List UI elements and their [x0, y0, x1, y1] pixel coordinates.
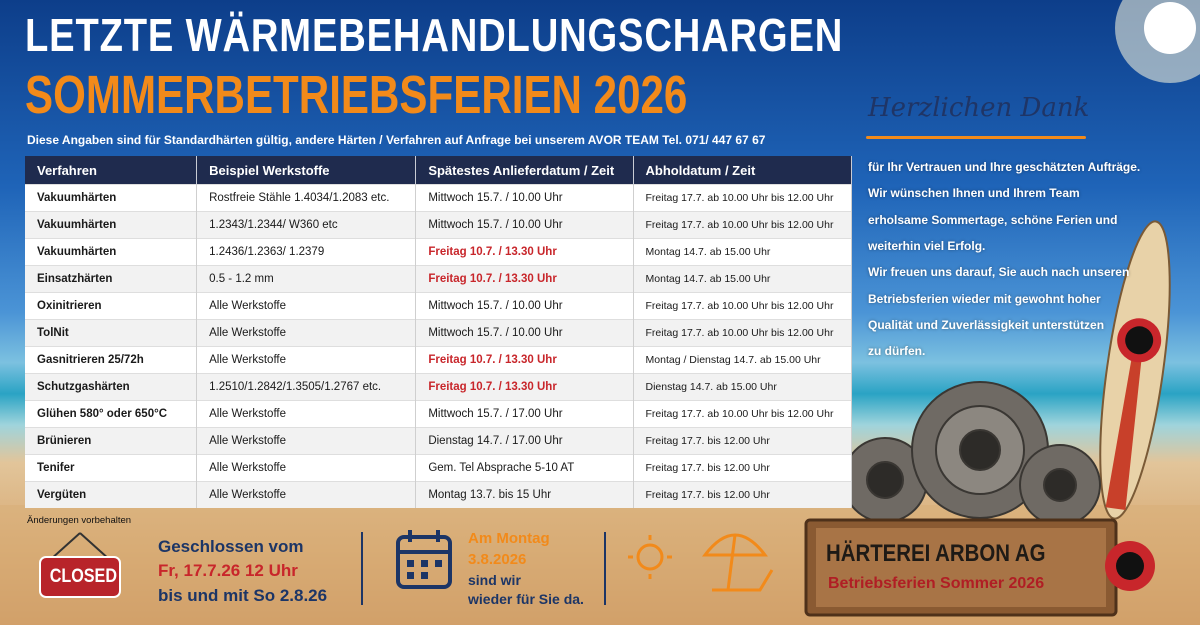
- cell: Montag 14.7. ab 15.00 Uhr: [633, 238, 853, 266]
- footer-note: Änderungen vorbehalten: [27, 515, 132, 526]
- cell-highlight: Freitag 10.7. / 13.30 Uhr: [415, 373, 634, 401]
- cell: Dienstag 14.7. ab 15.00 Uhr: [633, 373, 853, 401]
- cell: Alle Werkstoffe: [196, 292, 417, 320]
- cell: 1.2436/1.2363/ 1.2379: [196, 238, 417, 266]
- table-row: Glühen 580° oder 650°C Alle Werkstoffe Mit…: [25, 400, 853, 428]
- aside-line: für Ihr Vertrauen und Ihre geschätzten A…: [868, 160, 1141, 174]
- reopen-text: wieder für Sie da.: [468, 591, 584, 607]
- cell: Vakuumhärten: [25, 211, 198, 239]
- cell: Montag / Dienstag 14.7. ab 15.00 Uhr: [633, 346, 853, 374]
- cell-highlight: Freitag 10.7. / 13.30 Uhr: [415, 265, 634, 293]
- table-row: Oxinitrieren Alle Werkstoffe Mittwoch 15.7…: [25, 292, 853, 320]
- table-row: Vergüten Alle Werkstoffe Montag 13.7. bis …: [25, 481, 853, 508]
- cell: Freitag 17.7. ab 10.00 Uhr bis 12.00 Uhr: [633, 211, 853, 239]
- cell: Montag 14.7. ab 15.00 Uhr: [633, 265, 853, 293]
- thanks-title: Herzlichen Dank: [868, 93, 1090, 123]
- cell: TolNit: [25, 319, 198, 347]
- cell: Alle Werkstoffe: [196, 346, 417, 374]
- cell: 1.2343/1.2344/ W360 etc: [196, 211, 417, 239]
- cell: Mittwoch 15.7. / 10.00 Uhr: [415, 211, 634, 239]
- closed-from: Fr, 17.7.26 12 Uhr: [158, 561, 298, 580]
- cell: Alle Werkstoffe: [196, 454, 417, 482]
- cell: Mittwoch 15.7. / 10.00 Uhr: [415, 319, 634, 347]
- cell: Oxinitrieren: [25, 292, 198, 320]
- board-caption: Betriebsferien Sommer 2026: [828, 575, 1045, 592]
- table-row: Vakuumhärten 1.2343/1.2344/ W360 etc Mittw…: [25, 211, 853, 239]
- cell: Freitag 17.7. ab 10.00 Uhr bis 12.00 Uhr: [633, 319, 853, 347]
- cell-highlight: Freitag 10.7. / 13.30 Uhr: [415, 238, 634, 266]
- column-header: Verfahren: [25, 156, 198, 185]
- cell: 1.2510/1.2842/1.3505/1.2767 etc.: [196, 373, 417, 401]
- table-row: Gasnitrieren 25/72h Alle Werkstoffe Freita…: [25, 346, 853, 374]
- column-header: Spätestes Anlieferdatum / Zeit: [415, 156, 634, 185]
- reopen-date: 3.8.2026: [468, 551, 527, 568]
- cell: Schutzgashärten: [25, 373, 198, 401]
- cell: Vakuumhärten: [25, 238, 198, 266]
- cell: Alle Werkstoffe: [196, 319, 417, 347]
- cell: Alle Werkstoffe: [196, 427, 417, 455]
- cell: Freitag 17.7. bis 12.00 Uhr: [633, 454, 853, 482]
- reopen-text: sind wir: [468, 572, 521, 588]
- cell: Brünieren: [25, 427, 198, 455]
- aside-line: erholsame Sommertage, schöne Ferien und: [868, 212, 1118, 227]
- cell: Vergüten: [25, 481, 198, 508]
- cell: Freitag 17.7. ab 10.00 Uhr bis 12.00 Uhr: [633, 400, 853, 428]
- schedule-table: Verfahren Beispiel Werkstoffe Spätestes An…: [25, 156, 853, 508]
- company-name: HÄRTEREI ARBON AG: [826, 540, 1046, 567]
- cell: Einsatzhärten: [25, 265, 198, 293]
- cell: Freitag 17.7. ab 10.00 Uhr bis 12.00 Uhr: [633, 184, 853, 212]
- cell: Rostfreie Stähle 1.4034/1.2083 etc.: [196, 184, 417, 212]
- aside-line: weiterhin viel Erfolg.: [868, 238, 986, 253]
- table-row: TolNit Alle Werkstoffe Mittwoch 15.7. / 10…: [25, 319, 853, 347]
- closed-title: Geschlossen vom: [158, 537, 304, 556]
- subtitle: SOMMERBETRIEBSFERIEN 2026: [25, 65, 688, 125]
- cell: Gasnitrieren 25/72h: [25, 346, 198, 374]
- underline: [866, 136, 1086, 139]
- cell: Mittwoch 15.7. / 10.00 Uhr: [415, 184, 634, 212]
- table-row: Tenifer Alle Werkstoffe Gem. Tel Absprache…: [25, 454, 853, 482]
- aside-line: Wir freuen uns darauf, Sie auch nach uns…: [868, 265, 1130, 280]
- cell: Alle Werkstoffe: [196, 481, 417, 508]
- header-row: Verfahren Beispiel Werkstoffe Spätestes An…: [25, 156, 853, 185]
- cell: Dienstag 14.7. / 17.00 Uhr: [415, 427, 634, 455]
- table-row: Einsatzhärten 0.5 - 1.2 mm Freitag 10.7. /…: [25, 265, 853, 293]
- cell: 0.5 - 1.2 mm: [196, 265, 417, 293]
- table-row: Schutzgashärten 1.2510/1.2842/1.3505/1.27…: [25, 373, 853, 401]
- cell: Mittwoch 15.7. / 17.00 Uhr: [415, 400, 634, 428]
- cell: Tenifer: [25, 454, 198, 482]
- cell: Glühen 580° oder 650°C: [25, 400, 198, 428]
- cell: Freitag 17.7. bis 12.00 Uhr: [633, 427, 853, 455]
- aside-line: Wir wünschen Ihnen und Ihrem Team: [868, 186, 1080, 201]
- cell-highlight: Freitag 10.7. / 13.30 Uhr: [415, 346, 634, 374]
- table-row: Vakuumhärten Rostfreie Stähle 1.4034/1.20…: [25, 184, 853, 212]
- reopen-day: Am Montag: [468, 530, 550, 547]
- column-header: Abholdatum / Zeit: [633, 156, 853, 185]
- table-row: Vakuumhärten 1.2436/1.2363/ 1.2379 Freitag…: [25, 238, 853, 266]
- aside-line: zu dürfen.: [868, 344, 926, 359]
- table-row: Brünieren Alle Werkstoffe Dienstag 14.7. /…: [25, 427, 853, 455]
- cell: Freitag 17.7. bis 12.00 Uhr: [633, 481, 853, 508]
- closed-sign: CLOSED: [49, 566, 118, 587]
- aside-line: Qualität und Zuverlässigkeit unterstütze…: [868, 317, 1105, 332]
- cell: Montag 13.7. bis 15 Uhr: [415, 481, 634, 508]
- note: Diese Angaben sind für Standardhärten gü…: [27, 133, 766, 147]
- cell: Mittwoch 15.7. / 10.00 Uhr: [415, 292, 634, 320]
- aside-line: Betriebsferien wieder mit gewohnt hoher: [868, 291, 1101, 306]
- cell: Gem. Tel Absprache 5-10 AT: [415, 454, 634, 482]
- closed-to: bis und mit So 2.8.26: [158, 586, 328, 605]
- cell: Freitag 17.7. ab 10.00 Uhr bis 12.00 Uhr: [633, 292, 853, 320]
- title: LETZTE WÄRMEBEHANDLUNGSCHARGEN: [25, 9, 844, 61]
- cell: Alle Werkstoffe: [196, 400, 417, 428]
- cell: Vakuumhärten: [25, 184, 198, 212]
- column-header: Beispiel Werkstoffe: [196, 156, 417, 185]
